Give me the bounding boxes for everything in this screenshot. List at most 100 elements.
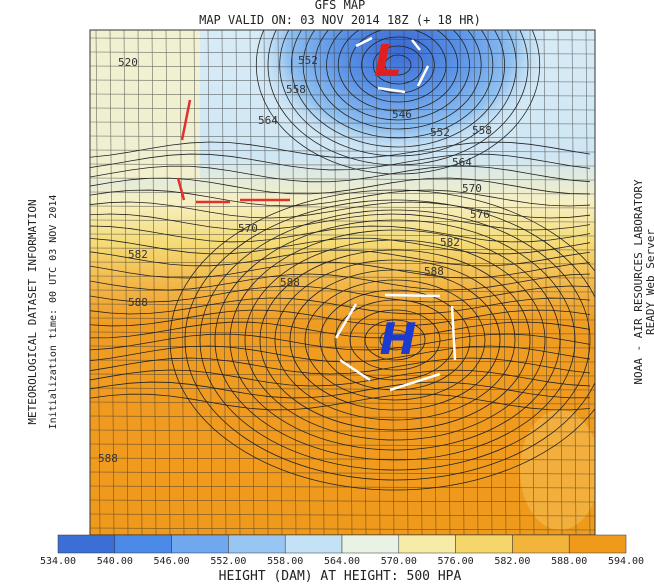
colorbar-swatch — [57, 534, 116, 554]
grid-line — [235, 30, 241, 535]
colorbar-swatch — [568, 534, 627, 554]
contour — [349, 30, 447, 103]
grid-line — [389, 30, 395, 535]
contour-label: 520 — [118, 56, 138, 69]
grid-line — [90, 51, 595, 55]
grid-line — [403, 30, 409, 535]
contour-label: 570 — [238, 222, 258, 235]
grid-line — [90, 457, 595, 461]
grid-line — [109, 30, 115, 535]
colorbar-swatch — [171, 534, 229, 554]
colorbar-label: 540.00 — [97, 556, 133, 567]
left-text: METEOROLOGICAL DATASET INFORMATION — [26, 199, 39, 424]
grid-line — [90, 303, 595, 307]
grid-line — [90, 149, 595, 153]
low-label: L — [374, 36, 402, 87]
grid-line — [473, 30, 479, 535]
colorbar: 534.00 540.00 546.00 552.00 558.00 564.00 570.… — [40, 534, 644, 567]
contour — [90, 165, 591, 183]
grid-line — [90, 247, 595, 251]
contour — [90, 213, 591, 231]
contour — [90, 357, 591, 375]
grid-line — [90, 135, 595, 139]
colorbar-label: 552.00 — [210, 556, 246, 567]
grid-line — [333, 30, 339, 535]
grid-line — [90, 275, 595, 279]
contour — [90, 273, 591, 291]
contour-label: 564 — [258, 114, 278, 127]
contour — [337, 30, 459, 112]
contour — [90, 393, 591, 411]
contour-label: 552 — [430, 126, 450, 139]
grid-line — [90, 191, 595, 195]
grid-line — [571, 30, 577, 535]
contour — [90, 309, 591, 327]
grid-line — [375, 30, 381, 535]
grid-line — [179, 30, 185, 535]
contour-label: 564 — [452, 156, 472, 169]
colorbar-swatch — [455, 534, 513, 554]
contour-label: 558 — [472, 124, 492, 137]
grid-line — [291, 30, 297, 535]
contour — [90, 297, 591, 315]
contour — [364, 319, 426, 361]
colorbar-swatch — [398, 534, 456, 554]
grid-line — [445, 30, 451, 535]
grid-line — [90, 499, 595, 503]
subtitle: MAP VALID ON: 03 NOV 2014 18Z (+ 18 HR) — [199, 13, 481, 27]
grid-line — [529, 30, 535, 535]
contour — [90, 333, 591, 351]
colorbar-swatch — [512, 534, 570, 554]
contour-label: 558 — [286, 83, 306, 96]
contour — [229, 229, 561, 451]
contour-label: 588 — [424, 265, 444, 278]
grid-line — [487, 30, 493, 535]
grid-line — [431, 30, 437, 535]
high-label: H — [380, 314, 417, 365]
colorbar-label: 558.00 — [267, 556, 303, 567]
grid-line — [90, 107, 595, 111]
contour-labels: 520 552 558 564 546 552 558 564 570 576 … — [98, 54, 492, 465]
high-arrows — [334, 293, 457, 392]
contour-label: 588 — [98, 452, 118, 465]
colorbar-swatch — [228, 534, 286, 554]
grid-line — [557, 30, 563, 535]
contour — [379, 329, 411, 351]
contour — [90, 345, 591, 363]
contour-label: 588 — [280, 276, 300, 289]
contour — [199, 209, 591, 471]
grid-line — [90, 37, 595, 41]
grid-line — [249, 30, 255, 535]
grid-line — [361, 30, 367, 535]
contours — [90, 30, 595, 491]
grid-line — [123, 30, 129, 535]
grid-line — [90, 121, 595, 125]
grid-line — [90, 471, 595, 475]
contour — [90, 189, 591, 207]
grid-line — [165, 30, 171, 535]
colorbar-label: 564.00 — [324, 556, 360, 567]
contour — [319, 289, 471, 391]
grid-line — [319, 30, 325, 535]
contour-label: 588 — [128, 296, 148, 309]
contour-label: 582 — [128, 248, 148, 261]
colorbar-label: 594.00 — [608, 556, 644, 567]
grid-line — [90, 443, 595, 447]
grid-line — [501, 30, 507, 535]
title: GFS MAP — [315, 0, 366, 12]
contour — [90, 321, 591, 339]
right-text: READY Web Server — [644, 229, 654, 335]
grid-line — [193, 30, 199, 535]
contour — [384, 54, 412, 76]
contour — [326, 30, 470, 121]
contour — [90, 225, 591, 243]
contour-label: 552 — [298, 54, 318, 67]
colorbar-swatch — [341, 534, 400, 554]
contour — [274, 259, 516, 421]
colorbar-swatch — [114, 534, 172, 554]
contour — [90, 261, 591, 279]
contour — [279, 30, 517, 157]
left-text: Initialization time: 00 UTC 03 NOV 2014 — [48, 195, 59, 430]
colorbar-label: 534.00 — [40, 556, 76, 567]
contour — [289, 269, 501, 411]
